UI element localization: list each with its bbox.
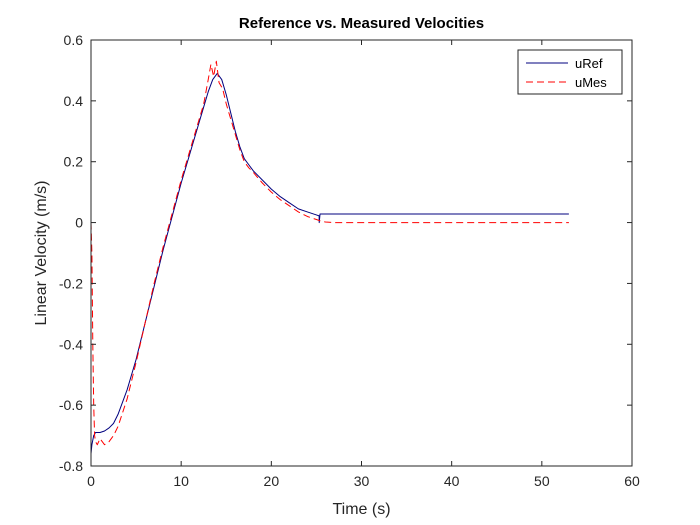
x-tick-label: 20 (264, 473, 280, 489)
x-axis-label: Time (s) (332, 501, 390, 518)
series-line-uMes (90, 60, 569, 446)
x-tick-label: 0 (87, 473, 95, 489)
legend-label-uRef: uRef (575, 56, 603, 71)
y-tick-label: -0.8 (59, 458, 83, 474)
x-tick-label: 40 (444, 473, 460, 489)
y-tick-label: 0.2 (64, 154, 84, 170)
y-tick-label: 0.4 (64, 93, 84, 109)
chart-title: Reference vs. Measured Velocities (239, 15, 484, 32)
x-tick-label: 30 (354, 473, 370, 489)
y-tick-label: -0.6 (59, 397, 83, 413)
x-tick-label: 10 (173, 473, 189, 489)
legend: uRef uMes (517, 49, 623, 95)
y-tick-label: -0.4 (59, 336, 83, 352)
y-tick-label: 0.6 (64, 32, 84, 48)
series-line-uRef (90, 72, 569, 454)
ticks-layer: 0 10 20 30 40 50 60 -0.8 -0.6 -0.4 -0.2 0 0.2 0.4 0.6 (59, 32, 640, 489)
y-axis-label: Linear Velocity (m/s) (33, 181, 50, 326)
y-tick-label: -0.2 (59, 275, 83, 291)
series-layer (90, 60, 569, 454)
plot-area (91, 40, 632, 466)
x-tick-label: 60 (624, 473, 640, 489)
legend-label-uMes: uMes (575, 75, 607, 90)
y-tick-label: 0 (75, 215, 83, 231)
x-tick-label: 50 (534, 473, 550, 489)
legend-box (517, 49, 623, 95)
